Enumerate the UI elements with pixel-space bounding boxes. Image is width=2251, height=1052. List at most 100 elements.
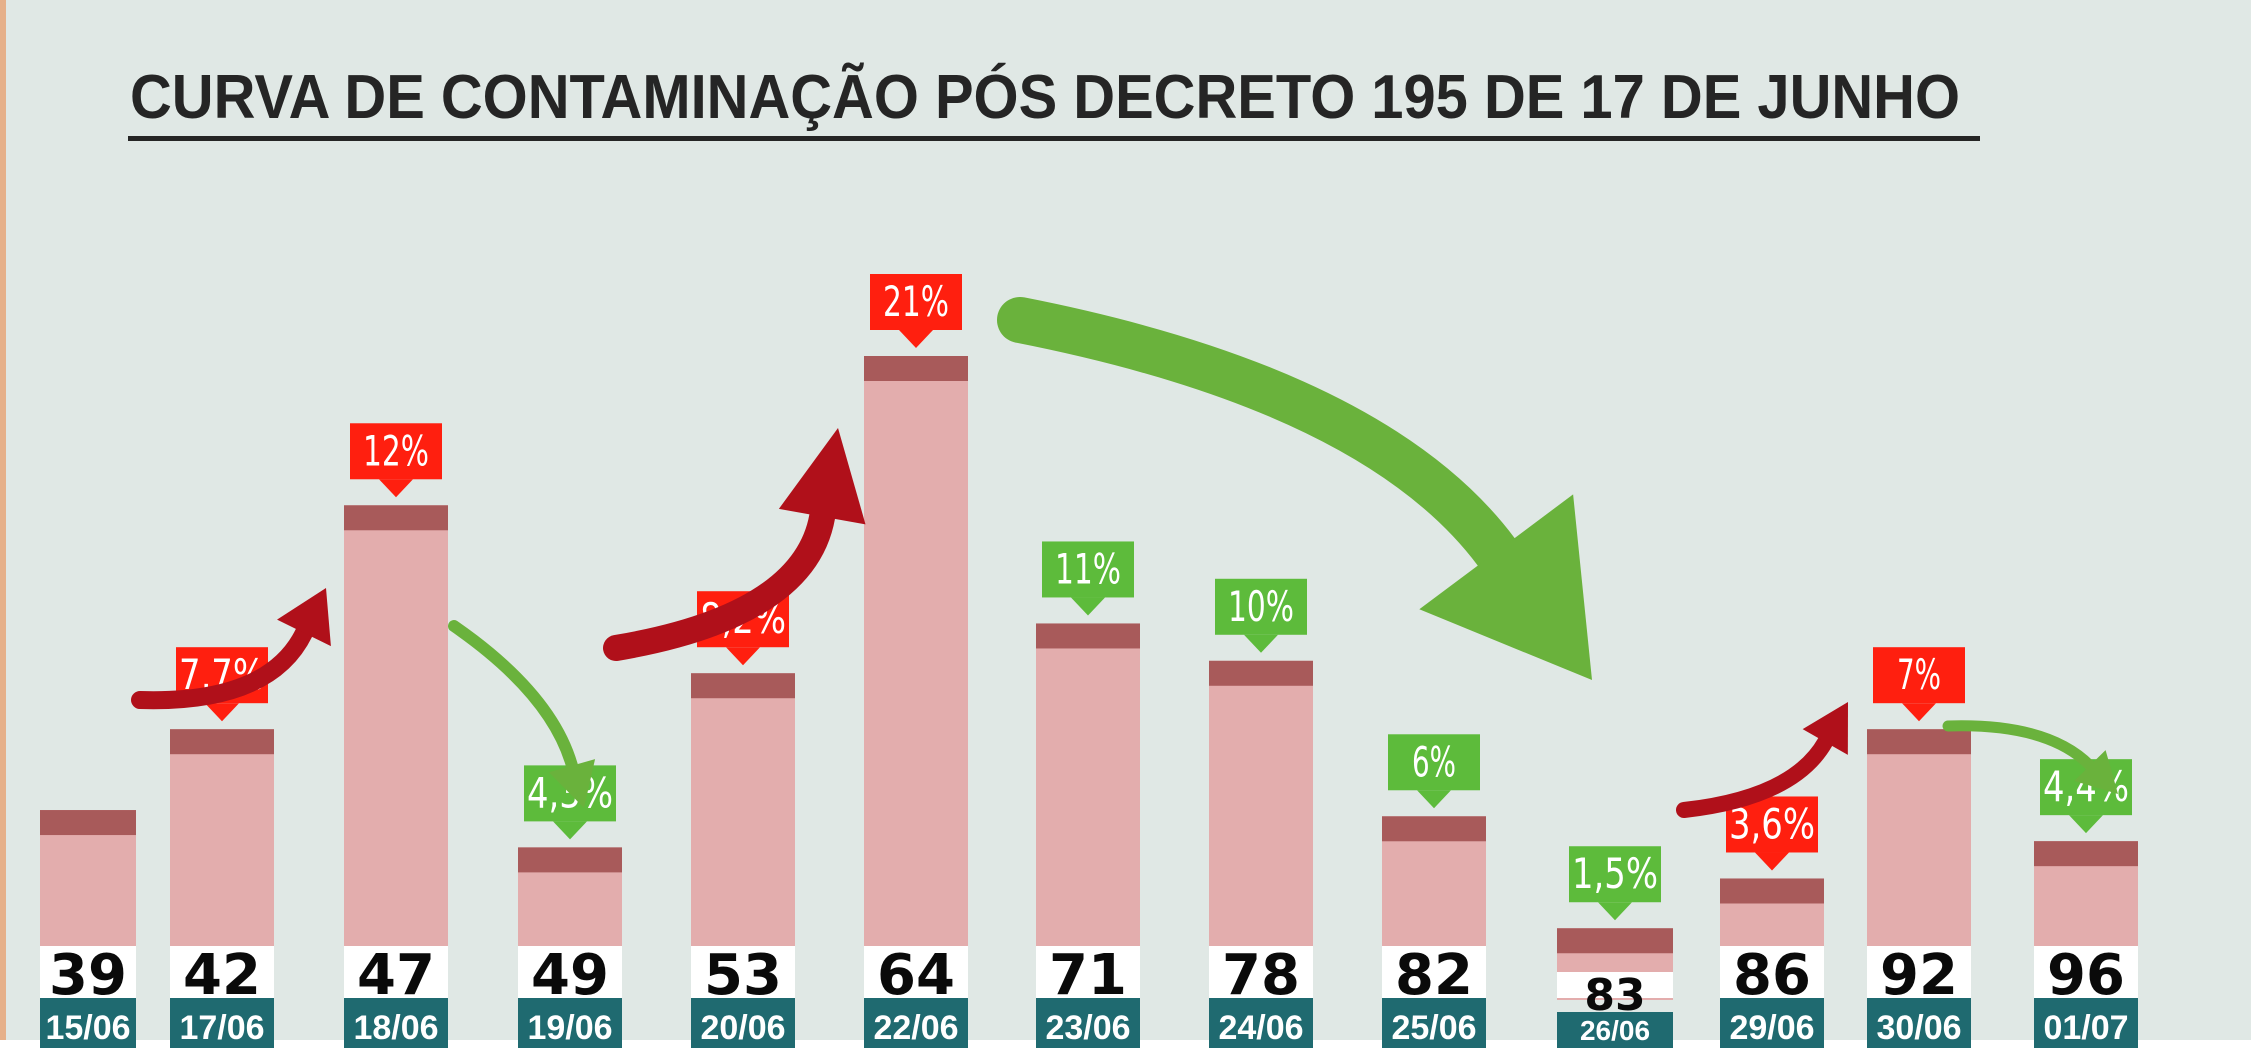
arrow-shaft — [131, 623, 313, 710]
value-box — [1867, 946, 1971, 998]
x-tick-label: 24/06 — [1218, 1009, 1303, 1047]
value-box — [170, 946, 274, 998]
badge-box — [870, 274, 962, 330]
x-tick-label: 18/06 — [353, 1009, 438, 1047]
bar-value-label: 92 — [1880, 943, 1958, 1008]
badge-pointer — [1902, 703, 1936, 722]
x-tick-label: 26/06 — [1580, 1015, 1650, 1046]
bar-cap — [344, 505, 448, 531]
change-badge-down: 10% — [1215, 578, 1307, 653]
x-tick-label: 30/06 — [1876, 1009, 1961, 1047]
change-label: 6% — [1412, 737, 1456, 786]
arrow-head — [1419, 494, 1592, 680]
arrow-shaft — [603, 503, 836, 661]
arrow-shaft — [1676, 733, 1834, 818]
badge-box — [1215, 578, 1307, 635]
change-badge-down: 11% — [1042, 541, 1134, 616]
bar-cap — [2034, 841, 2138, 867]
arrow-head — [2074, 750, 2118, 794]
bar-cap — [1720, 878, 1824, 904]
x-tick-label: 29/06 — [1729, 1009, 1814, 1047]
badge-box — [1042, 541, 1134, 598]
date-box — [864, 998, 968, 1048]
trend-arrow-up — [603, 428, 866, 661]
value-box — [691, 946, 795, 998]
badge-pointer — [1598, 902, 1632, 921]
left-edge-line — [0, 0, 6, 1052]
bar — [344, 505, 448, 1000]
badge-pointer — [1417, 790, 1451, 809]
badge-pointer — [726, 647, 760, 666]
badge-box — [1388, 734, 1480, 791]
bar-cap — [864, 356, 968, 381]
bar-cap — [170, 729, 274, 755]
value-box — [1382, 946, 1486, 998]
arrow-shaft — [1942, 720, 2096, 772]
change-badge-down: 1,5% — [1569, 846, 1661, 921]
badge-pointer — [205, 703, 239, 722]
change-badge-up: 12% — [350, 423, 442, 498]
bar-value-label: 82 — [1395, 943, 1473, 1008]
date-box — [691, 998, 795, 1048]
bar-cap — [1209, 660, 1313, 686]
date-box — [344, 998, 448, 1048]
trend-arrows-layer — [131, 297, 2118, 818]
value-box — [864, 946, 968, 998]
trend-arrow-down — [448, 620, 596, 808]
change-label: 1,5% — [1572, 849, 1658, 898]
value-box — [518, 946, 622, 998]
bar-value-label: 47 — [357, 943, 435, 1008]
value-box — [40, 946, 136, 998]
date-box — [1036, 998, 1140, 1048]
x-tick-label: 20/06 — [700, 1009, 785, 1047]
badge-pointer — [1071, 597, 1105, 616]
bar — [1209, 660, 1313, 1000]
badge-pointer — [899, 330, 933, 348]
x-tick-label: 23/06 — [1045, 1009, 1130, 1047]
value-box — [1720, 946, 1824, 998]
arrow-shaft — [448, 620, 578, 772]
date-box — [1867, 998, 1971, 1048]
x-tick-label: 01/07 — [2043, 1009, 2128, 1047]
change-label: 3,6% — [1729, 799, 1815, 848]
badge-pointer — [2069, 815, 2103, 834]
bar-value-label: 78 — [1222, 943, 1300, 1008]
bar-value-label: 96 — [2047, 943, 2125, 1008]
date-box — [170, 998, 274, 1048]
bar-cap — [1036, 623, 1140, 649]
bar-cap — [691, 673, 795, 699]
bar — [691, 673, 795, 1000]
bar-cap — [40, 810, 136, 836]
bar-value-label: 53 — [704, 943, 782, 1008]
bar-cap — [1867, 729, 1971, 755]
badge-pointer — [1244, 634, 1278, 653]
title-underline — [128, 136, 1980, 141]
bar-value-label: 49 — [531, 943, 609, 1008]
date-box — [40, 998, 136, 1048]
change-badge-up: 21% — [870, 274, 962, 348]
change-label: 7% — [1897, 650, 1941, 699]
change-label: 10% — [1228, 582, 1294, 631]
change-label: 21% — [883, 277, 949, 326]
arrow-head — [1802, 702, 1848, 755]
date-box — [2034, 998, 2138, 1048]
date-box — [1720, 998, 1824, 1048]
trend-arrow-up — [1676, 702, 1848, 818]
bar-value-label: 64 — [877, 943, 955, 1008]
bar-value-label: 86 — [1733, 943, 1811, 1008]
bar-value-label: 39 — [49, 943, 127, 1008]
x-tick-label: 22/06 — [873, 1009, 958, 1047]
badge-pointer — [553, 821, 587, 840]
